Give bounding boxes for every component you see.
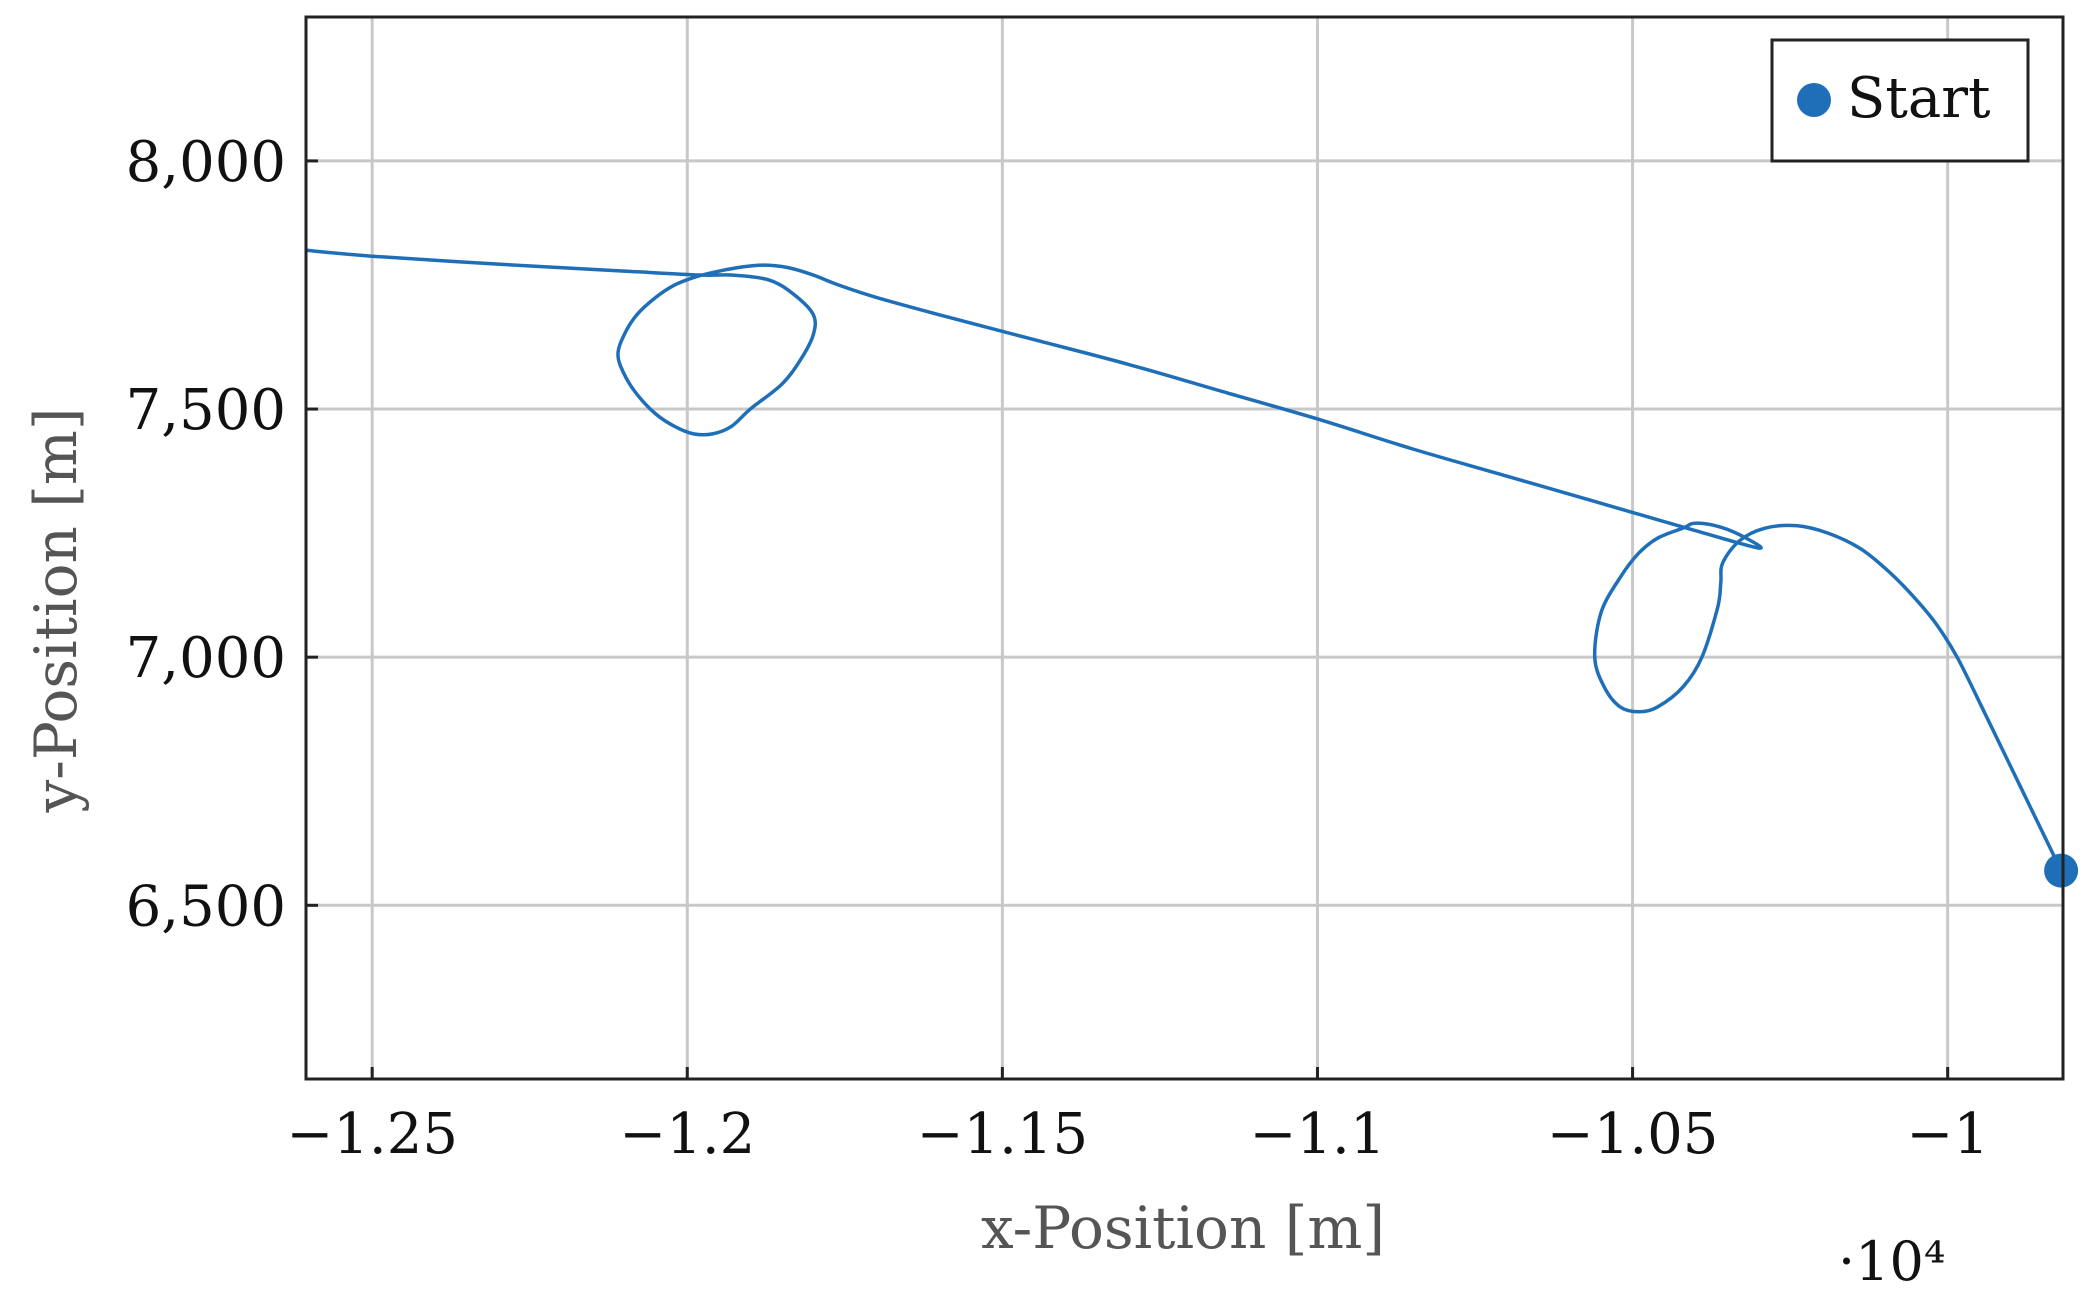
y-tick-label-0: 6,500	[126, 874, 286, 939]
x-tick-label-1: −1.2	[619, 1102, 755, 1167]
legend-marker-start	[1797, 83, 1831, 117]
x-tick-label-5: −1	[1906, 1102, 1989, 1167]
x-tick-label-3: −1.1	[1249, 1102, 1385, 1167]
legend: Start	[1770, 38, 2030, 163]
plot-frame	[304, 15, 2065, 1081]
y-axis-title: y-Position [m]	[22, 407, 90, 813]
x-tick-label-4: −1.05	[1547, 1102, 1719, 1167]
y-tick-label-2: 7,500	[126, 378, 286, 443]
y-tick-labels: 6,500 7,000 7,500 8,000	[126, 130, 286, 939]
start-point-marker	[2044, 853, 2079, 888]
x-axis-title: x-Position [m]	[981, 1194, 1385, 1262]
series-layer	[305, 248, 2079, 888]
y-tick-label-1: 7,000	[126, 626, 286, 691]
legend-label-start: Start	[1847, 66, 1991, 131]
x-multiplier-label: ·10⁴	[1838, 1230, 1946, 1293]
x-tick-label-2: −1.15	[917, 1102, 1089, 1167]
y-tick-label-3: 8,000	[126, 130, 286, 195]
x-tick-labels: −1.25 −1.2 −1.15 −1.1 −1.05 −1	[286, 1102, 1989, 1167]
grid-lines	[306, 17, 2063, 1079]
x-tick-label-0: −1.25	[286, 1102, 458, 1167]
trajectory-line-0	[305, 248, 2063, 872]
